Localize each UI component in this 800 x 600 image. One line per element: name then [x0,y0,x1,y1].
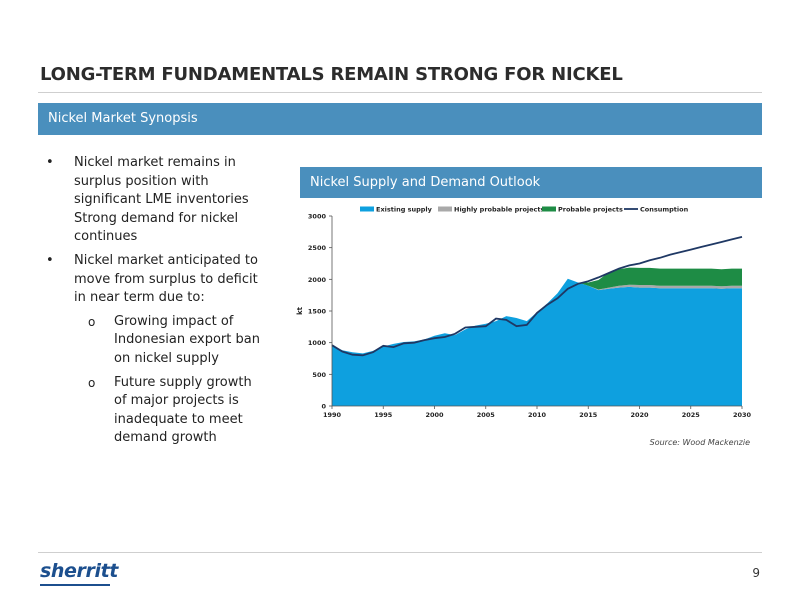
bullet-text: Nickel market anticipated to move from s… [74,252,258,306]
legend-label: Consumption [640,206,689,214]
sub-bullet-marker: o [88,375,96,390]
page-number: 9 [752,566,760,580]
bullet-marker: • [46,252,54,268]
sub-bullet-item: o Growing impact of Indonesian export ba… [38,313,266,369]
existing-supply-area [332,278,742,406]
slide-title: LONG-TERM FUNDAMENTALS REMAIN STRONG FOR… [40,64,623,85]
y-tick-label: 1000 [308,339,327,347]
section-header: Nickel Market Synopsis [38,103,762,135]
legend-swatch [360,206,374,212]
y-tick-label: 3000 [308,213,327,221]
x-tick-label: 2015 [579,411,598,419]
sub-bullet-text: Future supply growth of major projects i… [114,374,252,446]
supply-demand-chart: 0 500 1000 1500 2000 2500 3000 1990 1995 2000 2005… [296,206,752,420]
x-tick-label: 2020 [630,411,649,419]
x-tick-label: 2025 [682,411,701,419]
footer-divider [38,552,762,553]
consumption-line [331,236,743,357]
legend-label: Probable projects [558,206,623,214]
x-tick-label: 1995 [374,411,393,419]
x-tick-label: 2010 [528,411,547,419]
source-note: Source: Wood Mackenzie [649,438,750,447]
logo-underline [40,584,110,586]
probable-area [332,267,742,354]
bullet-item: • Nickel market anticipated to move from… [38,252,266,308]
sherritt-logo: sherritt [40,560,118,582]
bullet-list: • Nickel market remains in surplus posit… [38,154,266,453]
y-tick-label: 1500 [308,308,327,316]
x-tick-label: 2005 [477,411,496,419]
y-tick-label: 2000 [308,276,327,284]
bullet-marker: • [46,155,54,170]
x-tick-label: 2030 [733,411,752,419]
title-divider [38,92,762,93]
x-tick-label: 1990 [323,411,342,419]
y-tick-label: 500 [312,371,326,379]
highly-probable-area [332,278,742,354]
legend-swatch [542,206,556,212]
y-tick-label: 2500 [308,244,327,252]
y-tick-label: 0 [321,403,326,411]
legend-swatch [438,206,452,212]
bullet-text: Nickel market remains in surplus positio… [74,155,249,245]
legend-label: Existing supply [376,206,433,214]
sub-bullet-item: o Future supply growth of major projects… [38,374,266,448]
sub-bullet-marker: o [88,314,96,329]
chart-header: Nickel Supply and Demand Outlook [300,167,762,198]
y-axis-label: kt [296,306,304,315]
bullet-item: • Nickel market remains in surplus posit… [38,154,266,247]
x-tick-label: 2000 [425,411,444,419]
legend-label: Highly probable projects [454,206,545,214]
sub-bullet-text: Growing impact of Indonesian export ban … [114,313,260,366]
